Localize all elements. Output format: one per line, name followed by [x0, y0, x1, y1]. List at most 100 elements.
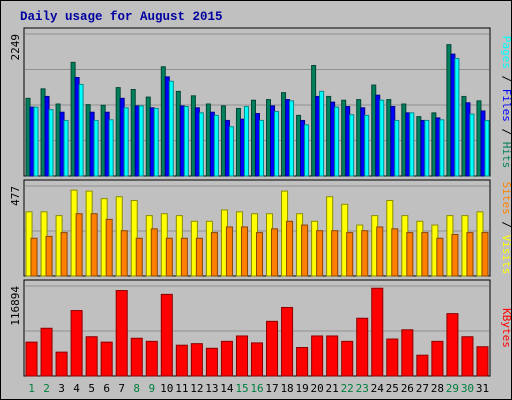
bar-kbytes-day-12 [190, 343, 203, 377]
bar-hits-day-25 [386, 99, 392, 177]
legend-visits-sites: Sites / Visits [500, 182, 512, 275]
scale-max-label: 477 [9, 186, 22, 206]
legend-hits-files-pages: Pages / Files / Hits [500, 36, 512, 169]
bar-pages-day-18 [289, 100, 295, 177]
day-label-9: 9 [148, 382, 155, 395]
bar-hits-day-4 [70, 61, 76, 177]
bar-files-day-27 [420, 119, 426, 177]
bar-pages-day-30 [469, 113, 475, 177]
bar-pages-day-21 [334, 106, 340, 177]
bar-files-day-20 [315, 95, 321, 177]
bar-sites-day-11 [180, 237, 188, 277]
bar-kbytes-day-23 [356, 317, 369, 377]
day-label-5: 5 [88, 382, 95, 395]
bar-pages-day-29 [454, 58, 460, 177]
bar-files-day-1 [29, 106, 35, 177]
bar-hits-day-29 [446, 44, 452, 177]
bar-pages-day-5 [93, 119, 99, 177]
bar-hits-day-16 [250, 99, 256, 177]
bar-sites-day-6 [105, 218, 113, 277]
bar-hits-day-20 [311, 65, 317, 177]
bar-files-day-17 [270, 105, 276, 177]
bar-kbytes-day-10 [160, 293, 173, 377]
bar-hits-day-2 [40, 88, 46, 177]
day-label-2: 2 [43, 382, 50, 395]
bar-files-day-23 [360, 107, 366, 177]
bar-hits-day-3 [55, 103, 61, 177]
bar-sites-day-9 [150, 228, 158, 277]
bar-kbytes-day-28 [431, 340, 444, 377]
bar-hits-day-1 [25, 97, 31, 177]
day-label-27: 27 [416, 382, 429, 395]
bar-hits-day-19 [296, 114, 302, 177]
bar-files-day-12 [194, 107, 200, 177]
bar-pages-day-22 [349, 114, 355, 177]
bar-sites-day-16 [255, 232, 264, 277]
legend-kbytes: KBytes [500, 308, 512, 348]
bar-sites-day-27 [421, 232, 429, 277]
day-label-25: 25 [386, 382, 399, 395]
bar-pages-day-25 [394, 119, 400, 177]
bar-sites-day-1 [30, 237, 38, 277]
bar-sites-day-31 [481, 232, 489, 277]
scale-max-label: 2249 [9, 34, 22, 61]
legend-entry-visits: Visits [500, 235, 512, 275]
bar-pages-day-11 [183, 106, 189, 177]
day-label-13: 13 [205, 382, 218, 395]
chart-title: Daily usage for August 2015 [20, 10, 223, 24]
bar-pages-day-26 [409, 112, 415, 177]
bar-pages-day-19 [304, 124, 310, 177]
day-label-26: 26 [401, 382, 414, 395]
bar-hits-day-12 [190, 95, 196, 177]
bar-files-day-13 [209, 111, 215, 177]
bar-files-day-4 [74, 77, 80, 177]
bar-pages-day-4 [78, 83, 84, 177]
bar-hits-day-8 [130, 88, 136, 177]
legend-separator: / [500, 122, 512, 142]
bar-hits-day-17 [266, 99, 272, 177]
bar-kbytes-day-30 [461, 336, 474, 377]
bar-kbytes-day-25 [386, 338, 399, 377]
bar-hits-day-9 [145, 96, 151, 177]
bar-pages-day-2 [48, 109, 54, 177]
bar-kbytes-day-19 [296, 347, 309, 377]
bar-kbytes-day-27 [416, 354, 429, 377]
day-label-18: 18 [280, 382, 293, 395]
day-label-15: 15 [235, 382, 248, 395]
legend-entry-kbytes: KBytes [500, 308, 512, 348]
day-label-19: 19 [295, 382, 308, 395]
bar-sites-day-29 [451, 233, 459, 277]
bar-kbytes-day-16 [250, 342, 264, 377]
bar-pages-day-14 [228, 126, 234, 177]
day-label-7: 7 [118, 382, 125, 395]
bar-files-day-8 [134, 105, 140, 177]
bar-hits-day-21 [326, 95, 332, 177]
bar-files-day-25 [390, 106, 396, 177]
bar-hits-day-30 [461, 95, 467, 177]
bar-pages-day-10 [168, 80, 174, 177]
bar-files-day-19 [300, 119, 306, 177]
bar-kbytes-day-24 [371, 287, 384, 377]
bar-hits-day-13 [205, 103, 211, 177]
day-label-4: 4 [73, 382, 80, 395]
bar-files-day-21 [330, 101, 336, 177]
bar-hits-day-10 [160, 66, 166, 177]
bar-pages-day-17 [274, 111, 280, 177]
bar-kbytes-day-15 [235, 335, 248, 377]
bar-kbytes-day-18 [281, 306, 294, 377]
bar-sites-day-2 [45, 235, 53, 277]
day-label-29: 29 [446, 382, 459, 395]
bar-sites-day-20 [316, 230, 324, 277]
bar-kbytes-day-29 [446, 313, 459, 377]
bar-sites-day-12 [195, 237, 203, 277]
bar-kbytes-day-6 [100, 341, 113, 377]
day-label-23: 23 [356, 382, 369, 395]
bar-hits-day-18 [281, 92, 287, 177]
bar-hits-day-15 [235, 107, 241, 177]
legend-separator: / [500, 215, 512, 235]
day-label-22: 22 [341, 382, 354, 395]
bar-pages-day-6 [108, 119, 114, 177]
day-label-10: 10 [160, 382, 173, 395]
